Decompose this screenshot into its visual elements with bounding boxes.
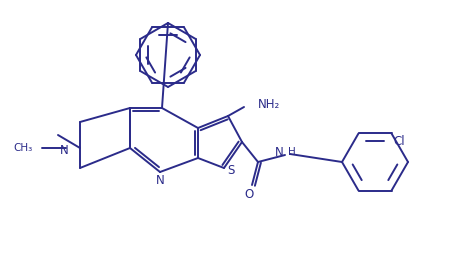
Text: Cl: Cl	[394, 135, 405, 148]
Text: N: N	[60, 144, 68, 156]
Text: O: O	[244, 188, 254, 202]
Text: S: S	[227, 165, 235, 178]
Text: NH₂: NH₂	[258, 97, 280, 110]
Text: CH₃: CH₃	[14, 143, 33, 153]
Text: H: H	[288, 147, 296, 157]
Text: N: N	[156, 174, 164, 187]
Text: N: N	[275, 146, 284, 159]
